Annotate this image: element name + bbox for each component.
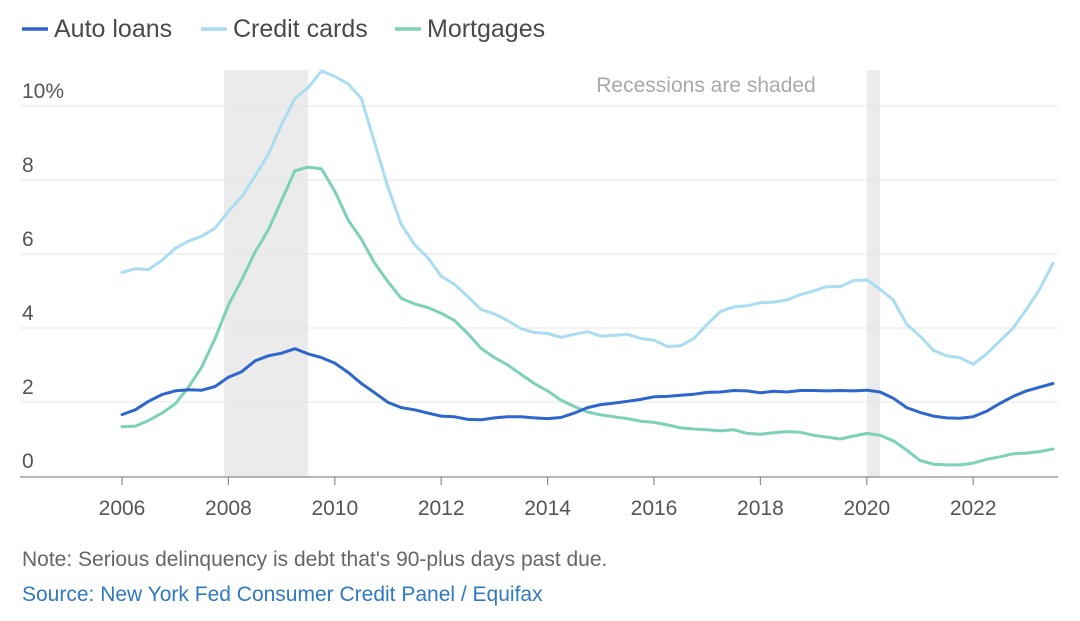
x-tick-label-2018: 2018 (737, 497, 784, 520)
recession-annotation: Recessions are shaded (596, 74, 815, 97)
delinquency-line-chart: Auto loans Credit cards Mortgages Recessio… (20, 15, 1058, 520)
y-axis: 0 2 4 6 8 10% (22, 80, 64, 473)
recession-shading (224, 70, 881, 477)
x-tick-label-2008: 2008 (205, 497, 252, 520)
series-line-mortgages (120, 165, 1055, 467)
x-tick-label-2006: 2006 (99, 497, 146, 520)
legend-label-mortgages: Mortgages (427, 15, 545, 43)
y-tick-label-0: 0 (22, 450, 34, 473)
x-tick-label-2014: 2014 (524, 497, 571, 520)
x-axis: 2006 2008 2010 2012 2014 2016 2018 2020 2022 (20, 476, 1058, 520)
gridlines (20, 105, 1058, 403)
legend-label-auto-loans: Auto loans (54, 15, 172, 43)
y-tick-label-2: 2 (22, 376, 34, 399)
x-tick-label-2020: 2020 (843, 497, 890, 520)
y-tick-label-6: 6 (22, 228, 34, 251)
series-line-credit-cards (120, 69, 1055, 366)
x-tick-label-2012: 2012 (418, 497, 465, 520)
legend-label-credit-cards: Credit cards (233, 15, 368, 43)
x-tick-label-2022: 2022 (950, 497, 997, 520)
y-tick-label-4: 4 (22, 302, 34, 325)
source-link[interactable]: Source: New York Fed Consumer Credit Pan… (22, 583, 543, 606)
x-tick-label-2010: 2010 (311, 497, 358, 520)
recession-band-1 (224, 70, 309, 477)
series-lines (120, 69, 1055, 467)
series-line-auto-loans (120, 347, 1055, 422)
footnote: Note: Serious delinquency is debt that's… (22, 548, 608, 571)
x-tick-label-2016: 2016 (631, 497, 678, 520)
legend: Auto loans Credit cards Mortgages (22, 15, 545, 43)
recession-band-2 (866, 70, 881, 477)
y-tick-label-8: 8 (22, 154, 34, 177)
y-tick-label-10: 10% (22, 80, 64, 103)
